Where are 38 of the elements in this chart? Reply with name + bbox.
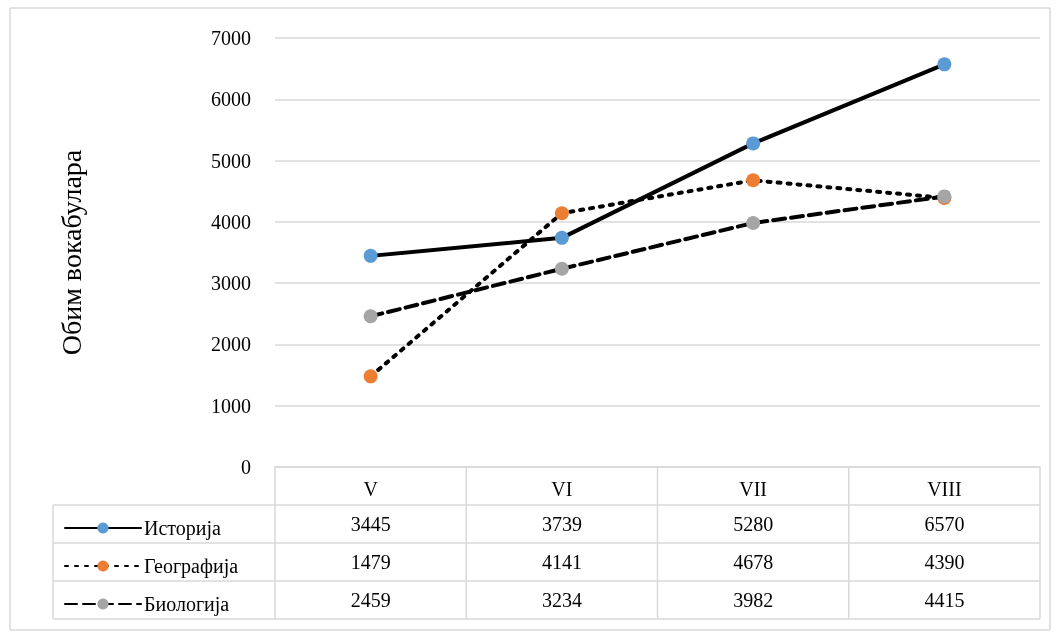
y-axis-title: Обим вокабулара — [55, 149, 87, 356]
data-label: 5280 — [733, 513, 774, 535]
point — [746, 136, 761, 151]
point — [937, 57, 952, 72]
point — [363, 309, 378, 324]
point — [746, 215, 761, 230]
y-tick-label: 3000 — [211, 272, 251, 295]
point — [554, 230, 569, 245]
point — [746, 173, 761, 188]
y-tick-label: 1000 — [211, 394, 251, 417]
y-tick-label: 5000 — [211, 149, 251, 172]
y-tick-label: 4000 — [211, 210, 251, 233]
y-tick-label: 0 — [241, 456, 251, 478]
point — [363, 248, 378, 263]
data-label: 3445 — [350, 513, 391, 535]
point — [554, 261, 569, 276]
y-tick-label: 6000 — [211, 88, 251, 111]
y-tick-label: 2000 — [211, 333, 251, 356]
x-tick-label: VII — [739, 478, 768, 500]
data-label: 3982 — [733, 589, 774, 611]
data-label: 2459 — [350, 589, 391, 611]
data-label: 4141 — [541, 551, 582, 573]
legend-label: Географија — [144, 555, 239, 578]
x-tick-label: V — [363, 478, 379, 500]
x-tick-label: VIII — [927, 478, 962, 500]
legend-label: Историја — [144, 517, 222, 540]
legend-label: Биологија — [144, 593, 230, 616]
data-label: 3234 — [541, 589, 582, 611]
point — [363, 369, 378, 384]
data-label: 6570 — [924, 513, 965, 535]
data-label: 4678 — [733, 551, 774, 573]
data-label: 4390 — [924, 551, 965, 573]
data-label: 3739 — [541, 513, 582, 535]
data-label: 4415 — [924, 589, 965, 611]
point — [554, 206, 569, 221]
y-tick-label: 7000 — [211, 27, 251, 49]
data-label: 1479 — [350, 551, 391, 573]
x-tick-label: VI — [551, 478, 573, 500]
